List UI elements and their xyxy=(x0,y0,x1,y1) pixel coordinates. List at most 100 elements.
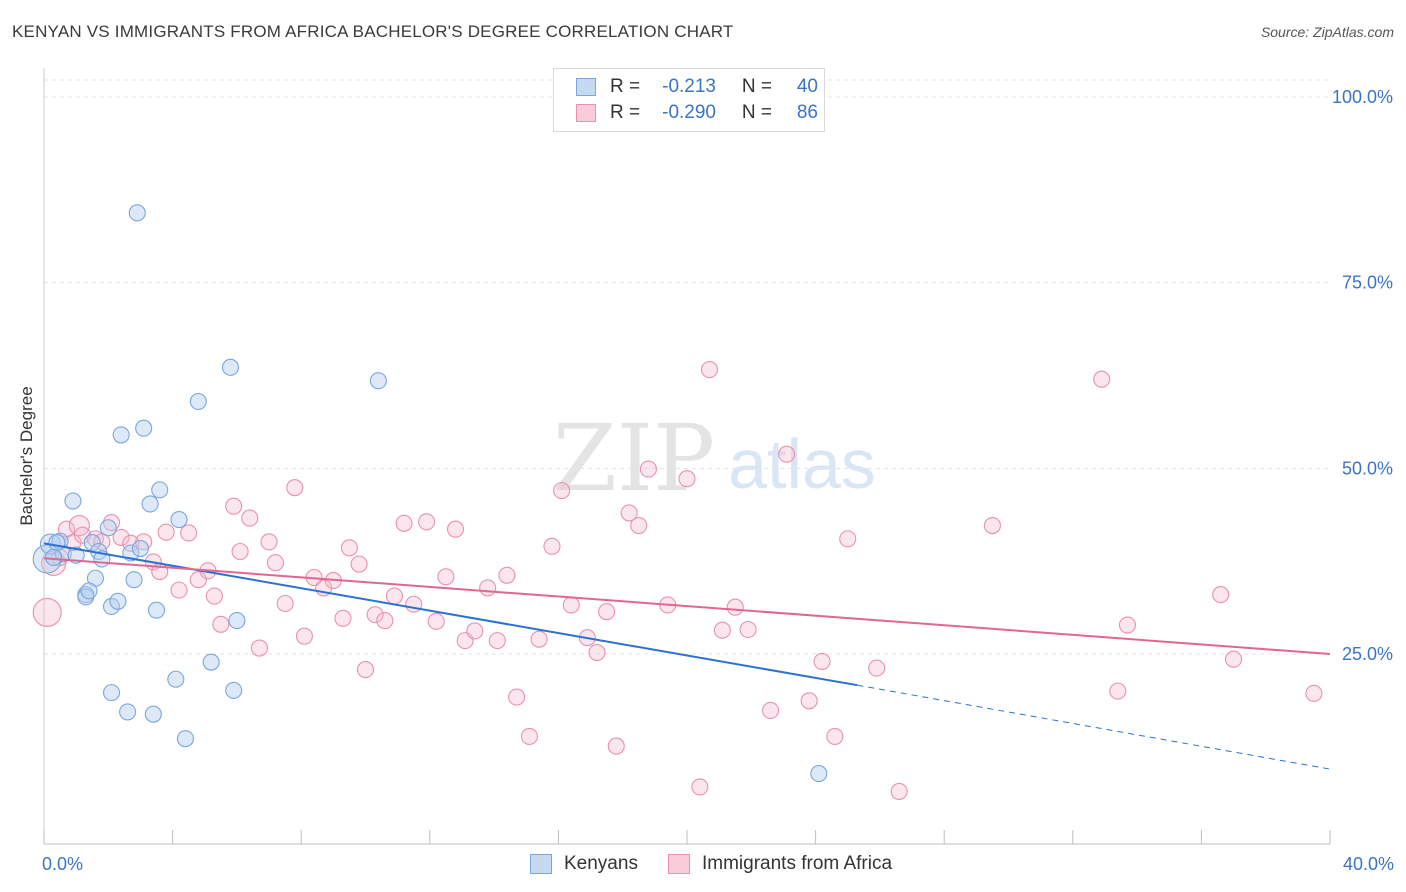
africa-point xyxy=(385,587,403,605)
africa-point xyxy=(813,652,831,670)
africa-point xyxy=(405,595,423,613)
africa-point xyxy=(488,632,506,650)
africa-point xyxy=(1118,616,1137,634)
y-tick-label: 25.0% xyxy=(1342,644,1393,664)
kenyan-point xyxy=(141,495,159,513)
africa-point xyxy=(446,520,465,538)
chart-title: KENYAN VS IMMIGRANTS FROM AFRICA BACHELO… xyxy=(12,22,734,41)
kenyan-point xyxy=(189,392,207,411)
africa-point xyxy=(1093,370,1111,388)
africa-point xyxy=(170,581,188,599)
africa-point xyxy=(241,509,259,527)
kenyan-point xyxy=(67,546,85,564)
africa-point xyxy=(739,620,757,639)
kenyan-point xyxy=(131,539,149,558)
kenyan-point xyxy=(176,730,195,748)
africa-point xyxy=(1225,650,1243,668)
africa-point xyxy=(437,568,455,586)
kenyans-n-value: 40 xyxy=(796,76,818,97)
watermark: ZIP atlas xyxy=(553,405,876,512)
africa-point xyxy=(68,514,90,537)
africa-point xyxy=(102,513,121,532)
africa-point xyxy=(260,533,278,551)
africa-point xyxy=(588,643,606,662)
x-max-tick-label: 40.0% xyxy=(1343,854,1394,874)
kenyans-swatch xyxy=(576,78,596,96)
africa-point xyxy=(122,534,140,552)
africa-r-value: -0.290 xyxy=(662,102,716,123)
africa-point xyxy=(334,609,352,627)
africa-point xyxy=(479,579,497,597)
africa-r-label: R = xyxy=(610,102,641,123)
africa-point xyxy=(276,594,294,613)
chart-source: Source: ZipAtlas.com xyxy=(1260,24,1394,40)
kenyans-r-value: -0.213 xyxy=(662,76,716,97)
africa-points xyxy=(32,361,1323,800)
africa-point xyxy=(778,445,796,463)
africa-point xyxy=(93,533,111,551)
kenyans-r-label: R = xyxy=(610,76,641,97)
kenyan-point xyxy=(147,601,166,619)
africa-point xyxy=(340,539,358,557)
axes xyxy=(43,68,1331,845)
bottom-kenyans-swatch xyxy=(530,854,552,874)
kenyans-trend-extrapolation xyxy=(857,684,1331,770)
africa-point xyxy=(376,612,394,630)
y-tick-labels: 25.0% 50.0% 75.0% 100.0% xyxy=(1332,87,1393,664)
kenyan-point xyxy=(225,681,243,699)
africa-point xyxy=(180,524,198,542)
africa-point xyxy=(286,479,304,497)
africa-point xyxy=(32,597,62,627)
africa-point xyxy=(418,513,436,531)
africa-point xyxy=(356,661,375,679)
africa-point xyxy=(639,460,657,478)
bottom-kenyans-label: Kenyans xyxy=(564,853,638,874)
watermark-atlas: atlas xyxy=(728,425,876,503)
africa-point xyxy=(700,361,719,379)
kenyan-point xyxy=(48,534,66,552)
africa-point xyxy=(607,737,625,755)
kenyan-point xyxy=(810,765,828,783)
y-tick-label: 75.0% xyxy=(1342,273,1393,293)
africa-point xyxy=(427,612,445,630)
africa-point xyxy=(250,639,268,657)
africa-point xyxy=(598,603,616,621)
africa-point xyxy=(762,701,780,719)
kenyan-point xyxy=(99,519,117,537)
africa-n-value: 86 xyxy=(796,102,818,123)
africa-point xyxy=(1212,586,1230,604)
africa-swatch xyxy=(576,104,596,122)
africa-point xyxy=(839,530,857,548)
kenyan-point xyxy=(64,492,82,510)
kenyan-point xyxy=(221,358,240,376)
trend-lines xyxy=(43,542,1331,770)
kenyan-point xyxy=(109,592,127,610)
bottom-africa-label: Immigrants from Africa xyxy=(702,853,893,874)
africa-point xyxy=(205,587,223,605)
kenyan-point xyxy=(112,426,130,444)
kenyan-point xyxy=(45,548,63,567)
africa-point xyxy=(890,782,908,800)
africa-point xyxy=(726,598,744,616)
africa-point xyxy=(562,596,580,614)
africa-point xyxy=(678,470,696,488)
kenyans-trend-line xyxy=(43,542,858,687)
kenyan-point xyxy=(135,419,153,437)
africa-point xyxy=(553,482,571,500)
kenyan-point xyxy=(125,571,143,589)
africa-point xyxy=(366,606,384,624)
kenyan-point xyxy=(151,481,169,499)
africa-point xyxy=(630,516,648,535)
africa-point xyxy=(1109,682,1127,700)
africa-point xyxy=(800,692,818,710)
watermark-zip: ZIP xyxy=(553,405,715,512)
kenyan-point xyxy=(80,582,98,600)
kenyan-point xyxy=(102,684,121,702)
bottom-legend-kenyans: Kenyans xyxy=(530,851,638,877)
africa-point xyxy=(395,514,413,532)
africa-n-label: N = xyxy=(741,102,772,123)
y-tick-label: 50.0% xyxy=(1342,458,1393,478)
legend-row-africa: R = -0.290 N = 86 xyxy=(576,101,818,125)
correlation-legend: R = -0.213 N = 40 R = -0.290 N = 86 xyxy=(553,68,825,132)
africa-point xyxy=(266,554,285,572)
